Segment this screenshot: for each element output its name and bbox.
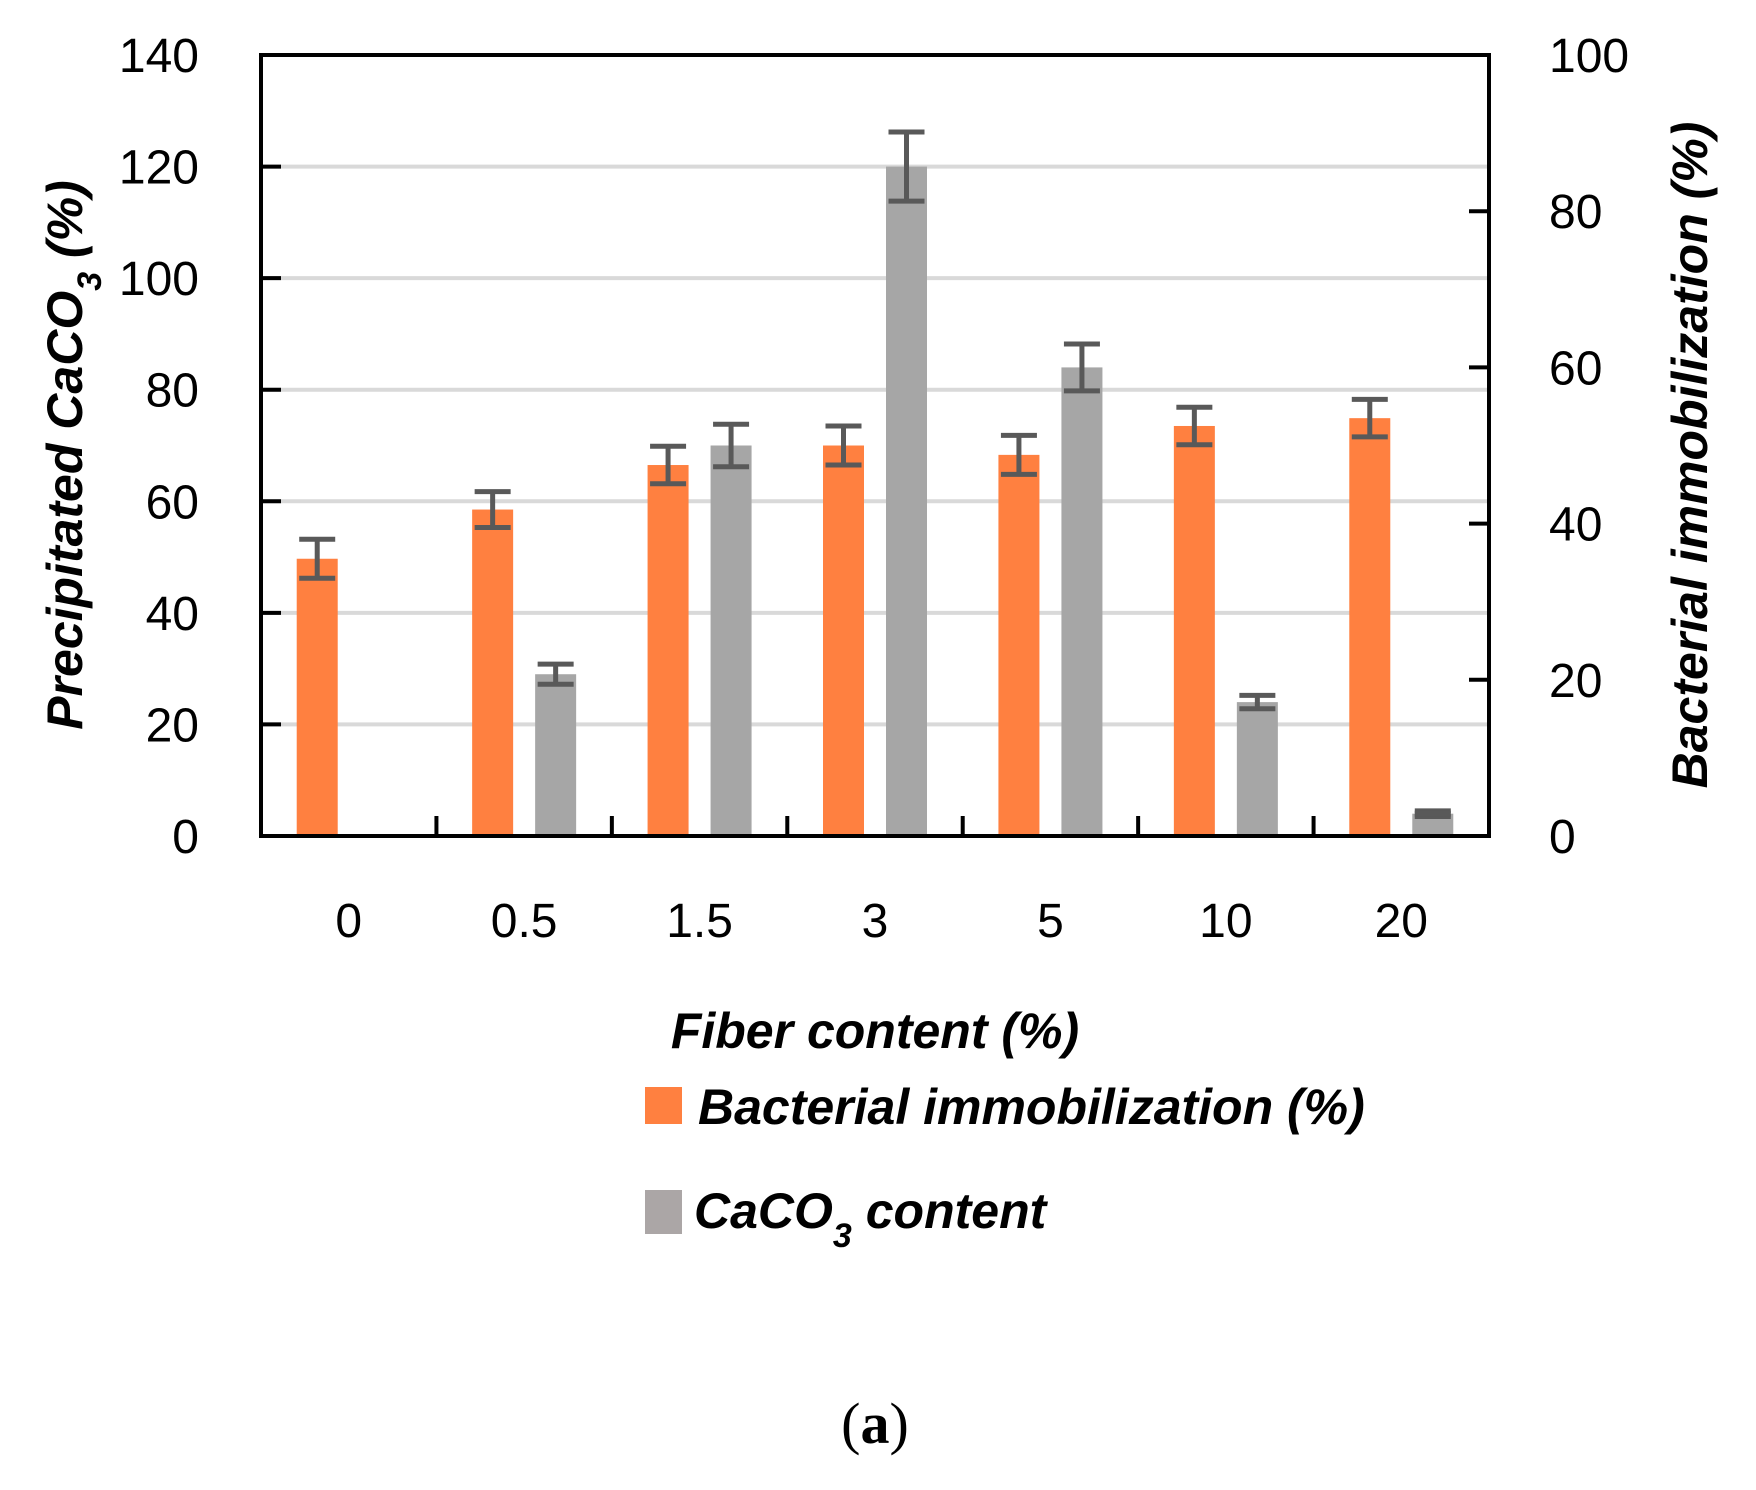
legend-label-caco3: CaCO3 content xyxy=(694,1183,1049,1255)
legend-swatch-caco3 xyxy=(645,1190,682,1234)
right-tick-label: 100 xyxy=(1549,30,1629,83)
error-bar-caco3-5 xyxy=(1063,341,1100,394)
right-tick-label: 40 xyxy=(1549,499,1602,552)
axis-ticks xyxy=(259,53,1491,838)
error-bar-caco3-10 xyxy=(1239,692,1276,712)
left-tick-label: 40 xyxy=(146,588,199,641)
right-tick-label: 60 xyxy=(1549,342,1602,395)
bar-caco3-3 xyxy=(886,166,927,837)
bar-bacterial-1.5 xyxy=(647,465,689,836)
bar-caco3-0.5 xyxy=(535,674,577,836)
right-tick-label: 80 xyxy=(1549,186,1602,239)
bar-caco3-20 xyxy=(1412,813,1454,836)
x-tick-label: 3 xyxy=(862,895,889,948)
bar-caco3-5 xyxy=(1061,367,1103,836)
bar-bacterial-10 xyxy=(1173,425,1215,836)
left-tick-label: 80 xyxy=(146,365,199,418)
right-axis-tick-labels: 0 20 40 60 80 100 xyxy=(1549,30,1629,864)
error-bar-bacterial-20 xyxy=(1351,396,1388,440)
bar-bacterial-0 xyxy=(296,558,338,836)
error-bar-bacterial-10 xyxy=(1176,404,1213,448)
bar-bacterial-5 xyxy=(998,454,1040,836)
x-axis-tick-labels: 0 0.5 1.5 3 5 10 20 xyxy=(335,895,1428,948)
left-tick-label: 0 xyxy=(172,811,199,864)
legend: Bacterial immobilization (%) CaCO3 conte… xyxy=(645,1079,1365,1255)
bar-bacterial-0.5 xyxy=(472,509,514,836)
error-bar-bacterial-1.5 xyxy=(650,443,687,487)
bar-caco3-1.5 xyxy=(710,445,752,836)
left-axis-title: Precipitated CaCO3 (%) xyxy=(37,180,109,730)
legend-swatch-bacterial xyxy=(645,1087,682,1124)
x-tick-label: 10 xyxy=(1199,895,1252,948)
x-tick-label: 0 xyxy=(335,895,362,948)
error-bar-caco3-0.5 xyxy=(537,661,574,687)
x-tick-label: 20 xyxy=(1375,895,1428,948)
left-tick-label: 20 xyxy=(146,699,199,752)
bar-caco3-10 xyxy=(1236,702,1278,836)
bar-bacterial-20 xyxy=(1349,418,1391,836)
error-bar-bacterial-0 xyxy=(299,536,336,581)
x-tick-label: 1.5 xyxy=(666,895,733,948)
x-axis-title: Fiber content (%) xyxy=(671,1003,1079,1059)
error-bar-caco3-1.5 xyxy=(713,421,750,470)
error-bar-caco3-3 xyxy=(888,129,925,204)
legend-label-bacterial: Bacterial immobilization (%) xyxy=(698,1079,1365,1135)
left-tick-label: 120 xyxy=(119,142,199,195)
bar-bacterial-3 xyxy=(823,445,864,836)
right-axis-title: Bacterial immobilization (%) xyxy=(1662,122,1718,789)
x-tick-label: 0.5 xyxy=(491,895,558,948)
x-tick-label: 5 xyxy=(1037,895,1064,948)
left-tick-label: 60 xyxy=(146,476,199,529)
left-axis-tick-labels: 0 20 40 60 80 100 120 140 xyxy=(119,30,199,864)
right-tick-label: 0 xyxy=(1549,811,1576,864)
left-tick-label: 100 xyxy=(119,253,199,306)
bars xyxy=(296,166,1454,837)
error-bars xyxy=(299,129,1451,819)
right-tick-label: 20 xyxy=(1549,655,1602,708)
gridlines xyxy=(261,164,1489,727)
left-tick-label: 140 xyxy=(119,30,199,83)
figure-caption: (a) xyxy=(841,1391,909,1456)
error-bar-bacterial-0.5 xyxy=(474,489,511,531)
error-bar-bacterial-5 xyxy=(1000,432,1037,477)
error-bar-bacterial-3 xyxy=(825,423,862,468)
